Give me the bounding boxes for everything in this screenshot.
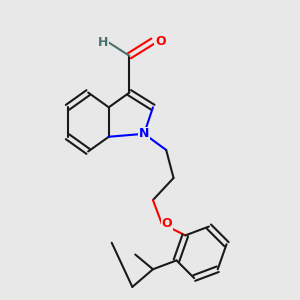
Text: N: N	[139, 127, 149, 140]
Text: O: O	[162, 217, 172, 230]
Text: H: H	[98, 36, 109, 49]
Text: O: O	[155, 34, 166, 48]
